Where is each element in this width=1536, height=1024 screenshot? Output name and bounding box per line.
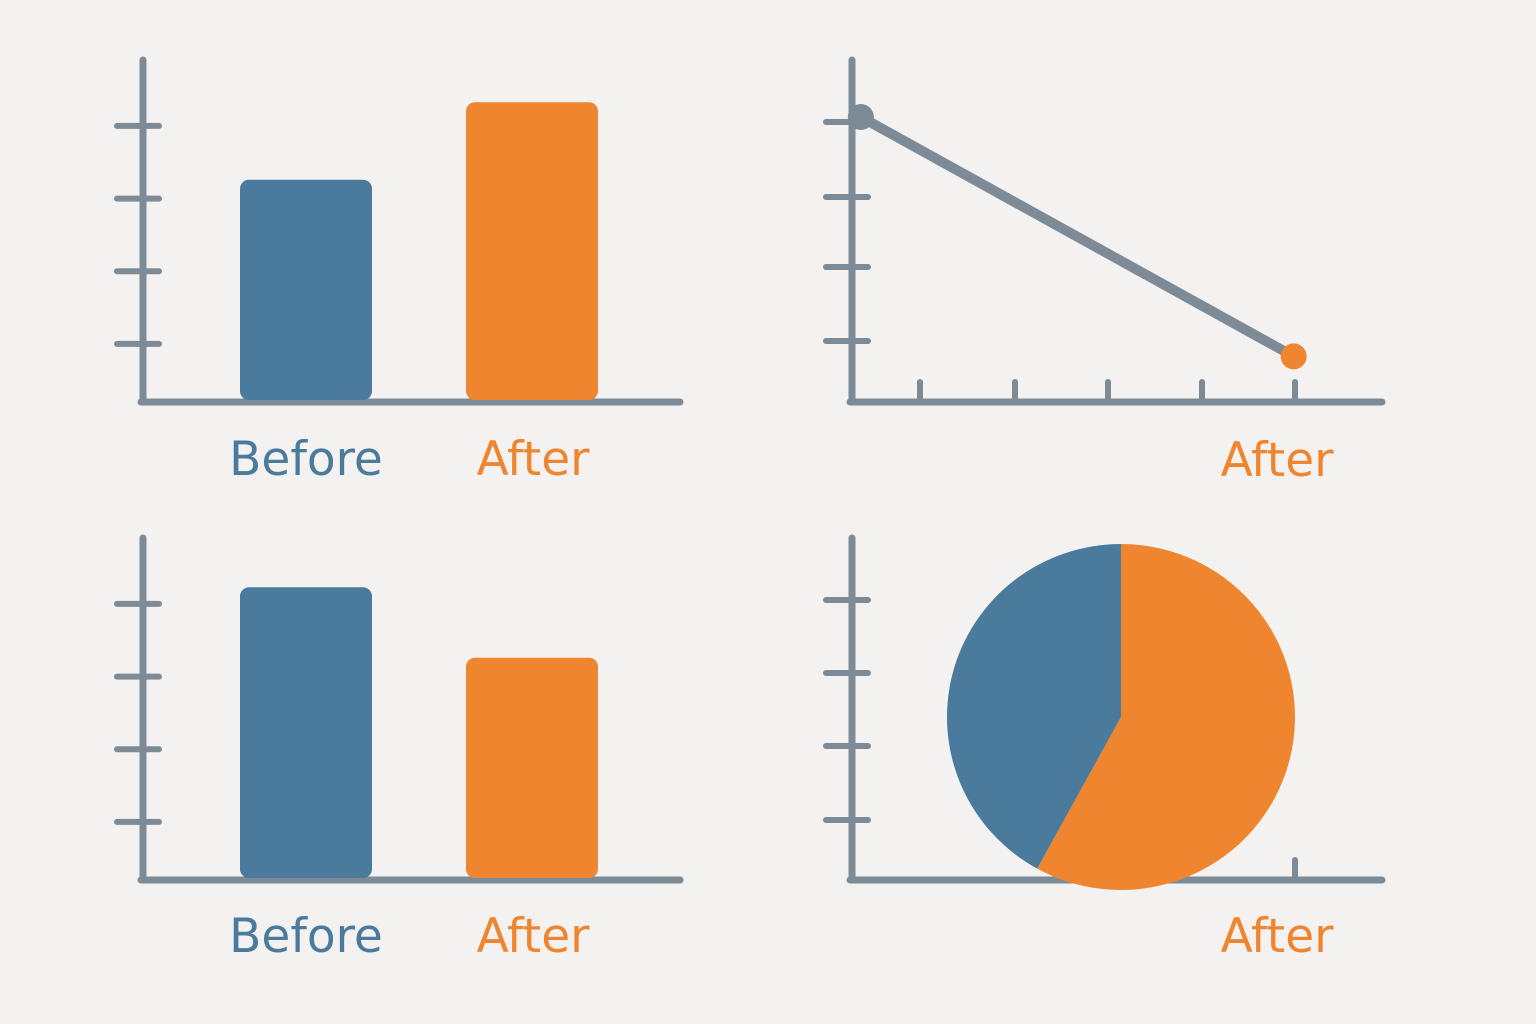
bar-after (466, 657, 598, 878)
data-point-1 (847, 104, 874, 130)
pie-chart-bottom-right: After (823, 534, 1386, 964)
pie-slice-before (946, 544, 1121, 869)
slices (946, 544, 1295, 890)
data-point-2 (1280, 343, 1307, 370)
pie-slice-after (1037, 544, 1295, 890)
category-label-after: After (477, 432, 591, 487)
bar-before (240, 587, 372, 878)
y-ticks (114, 122, 162, 347)
x-caption: After (1221, 433, 1335, 488)
bar-before (240, 179, 372, 400)
x-ticks (917, 379, 1298, 405)
line-chart-top-right: After (823, 56, 1386, 488)
category-label-before: Before (229, 909, 383, 964)
series-line (855, 112, 1299, 362)
y-ticks (823, 119, 871, 344)
bar-chart-top-left: Before After (114, 56, 684, 487)
x-caption: After (1221, 909, 1335, 964)
series (847, 104, 1307, 370)
category-label-after: After (477, 909, 591, 964)
y-ticks (114, 600, 162, 825)
bars (240, 587, 598, 878)
bar-chart-bottom-left: Before After (114, 534, 684, 964)
category-label-before: Before (229, 432, 383, 487)
y-ticks (823, 597, 871, 823)
bars (240, 102, 598, 400)
bar-after (466, 102, 598, 400)
